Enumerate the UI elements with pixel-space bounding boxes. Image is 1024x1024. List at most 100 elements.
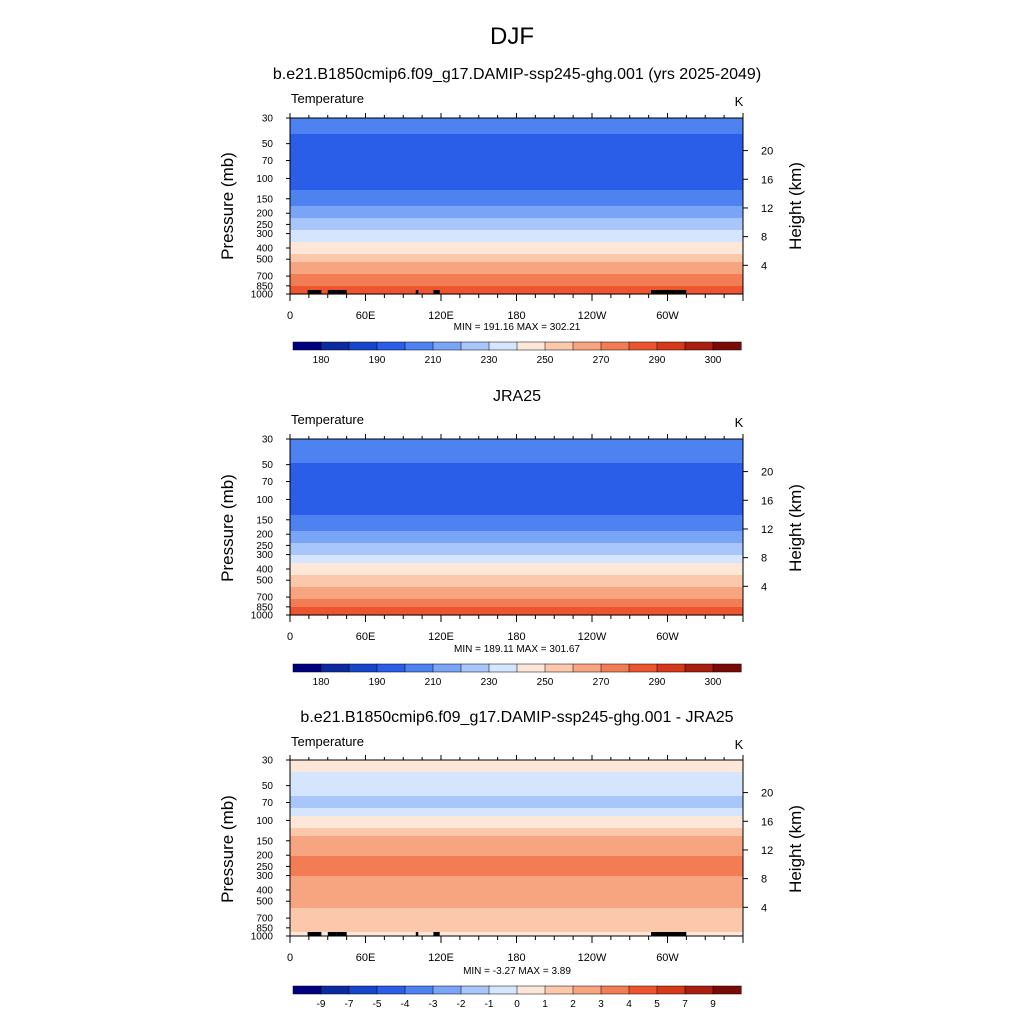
x-tick-label: 60E: [356, 310, 376, 322]
variable-label: Temperature: [291, 91, 364, 106]
contour-band: [290, 170, 743, 175]
colorbar-label: 270: [593, 355, 610, 366]
colorbar-swatch: [460, 985, 490, 995]
contour-band: [290, 523, 743, 528]
colorbar-swatch: [376, 663, 406, 673]
contour-band: [290, 511, 743, 516]
contour-band: [290, 547, 743, 552]
colorbar-label: 180: [313, 677, 330, 688]
contour-band: [290, 198, 743, 203]
contour-band: [290, 836, 743, 841]
contour-band: [290, 286, 743, 291]
contour-band: [290, 515, 743, 520]
contour-band: [290, 828, 743, 833]
contour-band: [290, 924, 743, 929]
colorbar-swatch: [544, 985, 574, 995]
contour-band: [290, 150, 743, 155]
contour-band: [290, 270, 743, 275]
contour-band: [290, 186, 743, 191]
contour-band: [290, 611, 743, 616]
contour-band: [290, 599, 743, 604]
y-tick-label: 1000: [251, 932, 274, 943]
colorbar-swatch: [320, 985, 350, 995]
contour-band: [290, 459, 743, 464]
colorbar-swatch: [600, 341, 630, 351]
colorbar-label: 3: [598, 999, 604, 1010]
panel-difference: b.e21.B1850cmip6.f09_g17.DAMIP-ssp245-gh…: [218, 709, 805, 1010]
panel-title: JRA25: [493, 388, 541, 405]
x-tick-label: 60W: [656, 310, 679, 322]
colorbar-swatch: [292, 985, 322, 995]
contour-band: [290, 900, 743, 905]
contour-band: [290, 920, 743, 925]
colorbar-label: 190: [369, 677, 386, 688]
y-tick-label: 300: [256, 229, 273, 240]
height-tick-label: 12: [761, 845, 773, 857]
y-axis-right-label: Height (km): [786, 162, 805, 250]
y-tick-label: 850: [256, 602, 273, 613]
x-tick-label: 180: [507, 952, 525, 964]
contour-band: [290, 487, 743, 492]
contour-band: [290, 206, 743, 211]
colorbar-label: 300: [705, 355, 722, 366]
y-tick-label: 250: [256, 862, 273, 873]
colorbar-label: 210: [425, 677, 442, 688]
contour-band: [290, 880, 743, 885]
y-tick-label: 50: [262, 781, 274, 792]
y-tick-label: 100: [256, 174, 273, 185]
colorbar-swatch: [516, 663, 546, 673]
colorbar-swatch: [460, 341, 490, 351]
y-axis-label: Pressure (mb): [218, 795, 237, 903]
height-tick-label: 8: [761, 874, 767, 886]
contour-band: [290, 222, 743, 227]
colorbar-swatch: [488, 663, 518, 673]
contour-band: [290, 182, 743, 187]
x-tick-label: 180: [507, 631, 525, 643]
contour-band: [290, 848, 743, 853]
height-tick-label: 20: [761, 788, 773, 800]
y-tick-label: 250: [256, 541, 273, 552]
contour-band: [290, 226, 743, 231]
colorbar-swatch: [432, 341, 462, 351]
colorbar-swatch: [320, 663, 350, 673]
colorbar-swatch: [404, 341, 434, 351]
colorbar-swatch: [292, 663, 322, 673]
contour-band: [290, 928, 743, 933]
contour-band: [290, 439, 743, 444]
contour-band: [290, 254, 743, 259]
colorbar-swatch: [656, 341, 686, 351]
y-axis-right-label: Height (km): [786, 484, 805, 572]
contour-band: [290, 908, 743, 913]
panel-title: b.e21.B1850cmip6.f09_g17.DAMIP-ssp245-gh…: [300, 709, 733, 726]
y-tick-label: 30: [262, 114, 274, 125]
topography-mark: [433, 932, 440, 936]
contour-band: [290, 134, 743, 139]
y-tick-label: 70: [262, 477, 274, 488]
y-tick-label: 70: [262, 798, 274, 809]
contour-band: [290, 122, 743, 127]
contour-band: [290, 274, 743, 279]
height-tick-label: 16: [761, 495, 773, 507]
contour-band: [290, 607, 743, 612]
colorbar-swatch: [292, 341, 322, 351]
contour-band: [290, 118, 743, 123]
y-tick-label: 150: [256, 194, 273, 205]
y-tick-label: 400: [256, 565, 273, 576]
height-tick-label: 20: [761, 146, 773, 158]
colorbar-label: 190: [369, 355, 386, 366]
contour-band: [290, 539, 743, 544]
colorbar-label: 300: [705, 677, 722, 688]
contour-band: [290, 860, 743, 865]
contour-band: [290, 844, 743, 849]
panel-reanalysis: JRA25 Temperature K Pressure (mb) Height…: [218, 388, 805, 688]
y-tick-label: 300: [256, 871, 273, 882]
x-tick-label: 120E: [428, 631, 454, 643]
contour-band: [290, 142, 743, 147]
y-tick-label: 200: [256, 851, 273, 862]
colorbar-swatch: [572, 985, 602, 995]
stats-label: MIN = 191.16 MAX = 302.21: [454, 322, 581, 333]
topography-mark: [327, 290, 337, 294]
contour-band: [290, 282, 743, 287]
colorbar: 180 190 210 230 250 270 290 300: [292, 663, 742, 688]
